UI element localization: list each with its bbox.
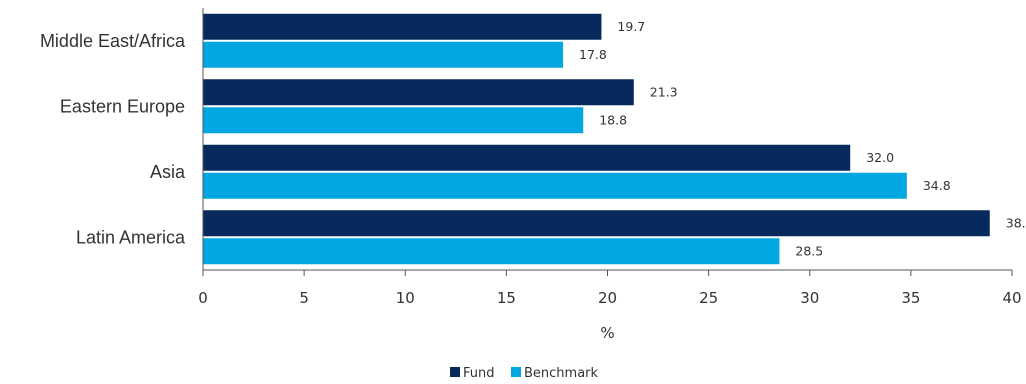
bar-benchmark-asia (203, 172, 907, 199)
bar-fund-eastern-europe (203, 79, 634, 106)
bars-group (203, 13, 990, 265)
legend-label-fund: Fund (463, 366, 495, 381)
category-label-latin-america: Latin America (76, 227, 186, 247)
legend-label-benchmark: Benchmark (524, 366, 599, 381)
x-axis-title: % (600, 324, 614, 342)
bar-fund-asia (203, 144, 851, 171)
x-tick-label-15: 15 (497, 289, 516, 307)
x-tick-label-25: 25 (699, 289, 718, 307)
data-label-benchmark-latin-america: 28.5 (795, 243, 823, 258)
data-labels-group: 19.7 17.8 21.3 18.8 32.0 34.8 38.9 28.5 (579, 19, 1026, 259)
x-tick-label-35: 35 (901, 289, 920, 307)
bar-benchmark-eastern-europe (203, 107, 584, 134)
data-label-benchmark-asia: 34.8 (923, 178, 951, 193)
x-tick-label-5: 5 (299, 289, 309, 307)
category-label-middle-east-africa: Middle East/Africa (40, 31, 186, 51)
bar-benchmark-middle-east-africa (203, 41, 564, 68)
data-label-fund-latin-america: 38.9 (1006, 215, 1026, 230)
bar-fund-middle-east-africa (203, 13, 602, 40)
category-label-eastern-europe: Eastern Europe (60, 96, 185, 116)
data-label-benchmark-middle-east-africa: 17.8 (579, 47, 607, 62)
category-labels-group: Middle East/Africa Eastern Europe Asia Lati… (40, 31, 186, 248)
x-tick-label-30: 30 (800, 289, 819, 307)
data-label-benchmark-eastern-europe: 18.8 (599, 112, 627, 127)
legend-swatch-fund (450, 367, 460, 377)
data-label-fund-eastern-europe: 21.3 (650, 84, 678, 99)
x-ticks-group: 0 5 10 15 20 25 30 35 40 (198, 270, 1022, 307)
bar-benchmark-latin-america (203, 238, 780, 265)
x-tick-label-10: 10 (396, 289, 415, 307)
data-label-fund-middle-east-africa: 19.7 (617, 19, 645, 34)
category-label-asia: Asia (150, 162, 186, 182)
data-label-fund-asia: 32.0 (866, 150, 894, 165)
x-tick-label-40: 40 (1002, 289, 1021, 307)
x-tick-label-0: 0 (198, 289, 208, 307)
bar-fund-latin-america (203, 210, 990, 237)
legend: Fund Benchmark (450, 366, 599, 381)
legend-swatch-benchmark (511, 367, 521, 377)
x-tick-label-20: 20 (598, 289, 617, 307)
